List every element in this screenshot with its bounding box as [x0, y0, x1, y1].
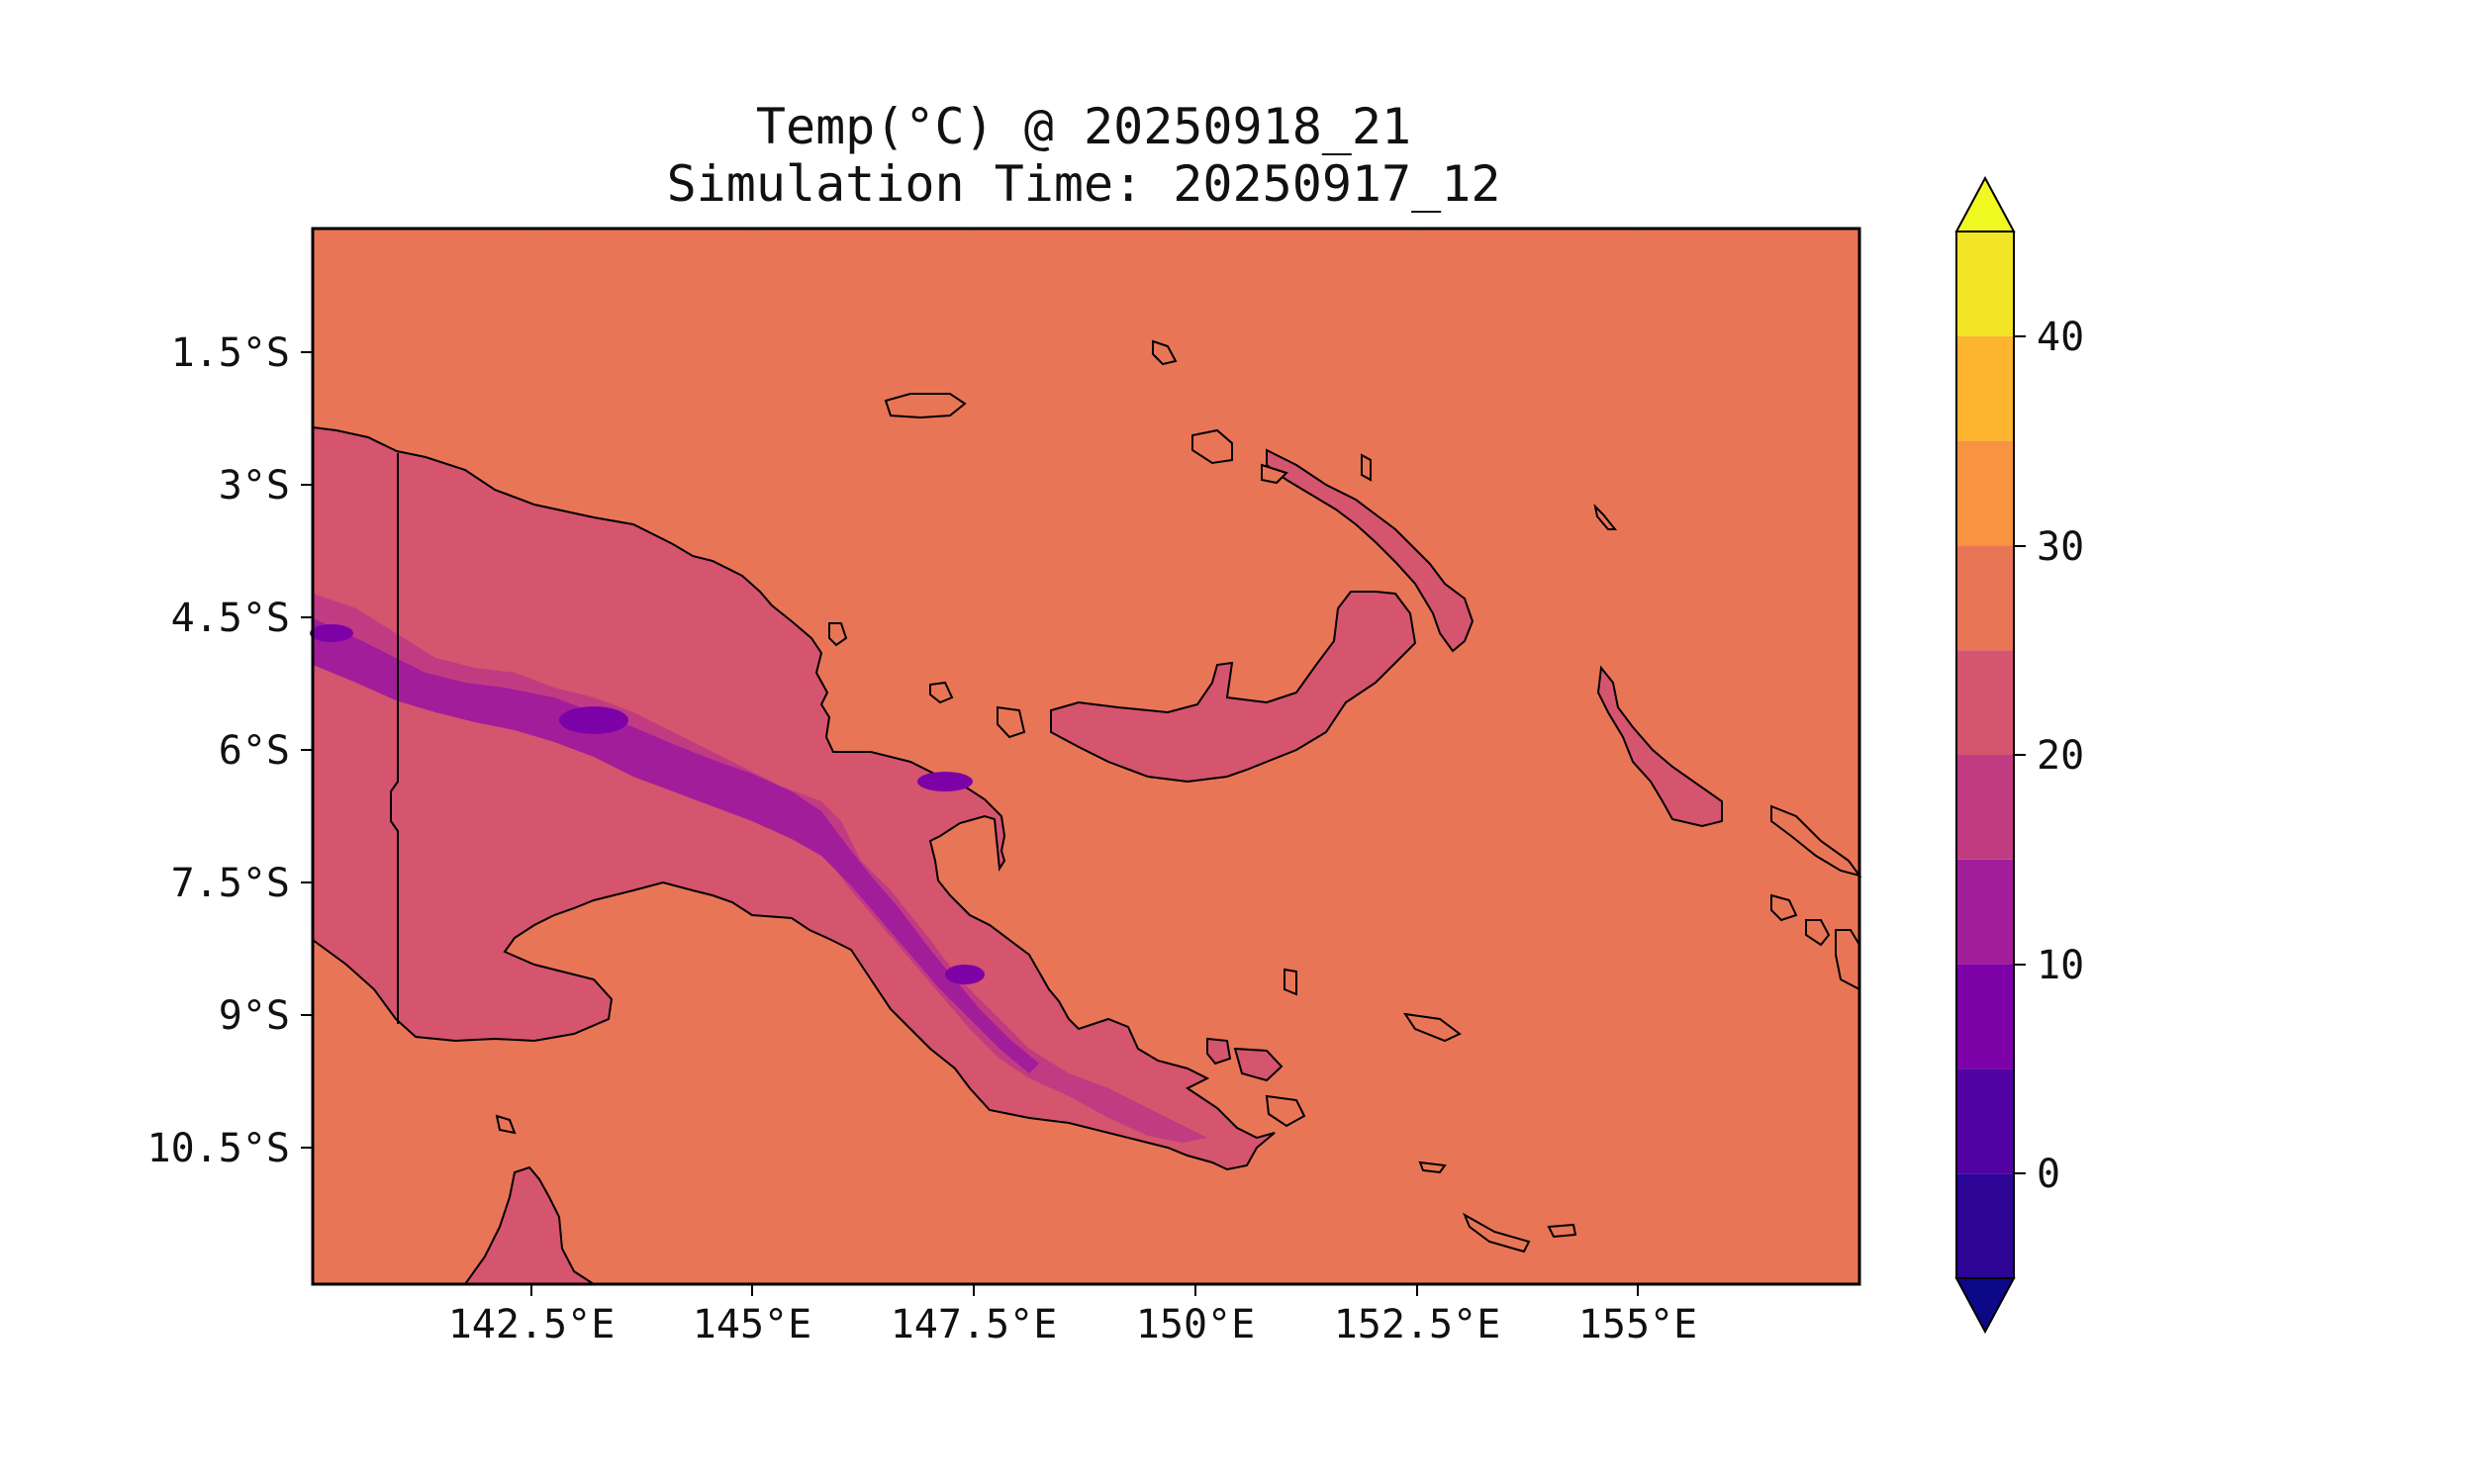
- manus-island: [884, 393, 967, 419]
- colorbar-band: [1956, 755, 2014, 860]
- title-line-1: Temp(°C) @ 20250918_21: [756, 98, 1411, 155]
- new-ireland-island: [1266, 448, 1475, 653]
- colorbar-tick-label: 20: [2037, 733, 2084, 779]
- dentrecasteaux-island-1: [1206, 1037, 1232, 1066]
- lat-tick-label: 7.5°S: [171, 861, 290, 906]
- cape-york-peninsula: [463, 1165, 598, 1285]
- title-line-2: Simulation Time: 20250917_12: [667, 155, 1501, 213]
- lon-tick-label: 145°E: [693, 1302, 811, 1347]
- colorbar-band: [1956, 440, 2014, 546]
- trobriand-island: [1284, 968, 1297, 996]
- long-island: [997, 705, 1026, 739]
- louisiade-island-1: [1418, 1160, 1447, 1174]
- dentrecasteaux-island-2: [1233, 1047, 1284, 1082]
- colorbar-band: [1956, 335, 2014, 441]
- longitude-axis: 142.5°E 145°E 147.5°E 150°E 152.5°E 155°…: [448, 1284, 1697, 1347]
- torres-strait-island: [495, 1114, 517, 1135]
- solomon-island-3: [1805, 919, 1831, 947]
- colorbar-band: [1956, 1068, 2014, 1174]
- colorbar: 0 10 20 30 40: [1954, 175, 2084, 1335]
- colorbar-band: [1956, 859, 2014, 965]
- highland-zone-outer: [313, 594, 1207, 1143]
- colorbar-band: [1956, 964, 2014, 1069]
- lon-tick-label: 150°E: [1136, 1302, 1255, 1347]
- umboi-island: [929, 681, 954, 704]
- colorbar-band: [1956, 1173, 2014, 1278]
- northern-island-2: [1191, 428, 1233, 465]
- solomon-island-2: [1770, 893, 1798, 922]
- karkar-island: [828, 622, 848, 647]
- northern-island-4: [1593, 503, 1618, 530]
- colorbar-band: [1956, 650, 2014, 755]
- dentrecasteaux-island-3: [1265, 1094, 1306, 1128]
- colorbar-over-arrow: [1954, 175, 2016, 232]
- solomon-island-1: [1770, 804, 1862, 878]
- lat-tick-label: 1.5°S: [171, 330, 290, 376]
- colorbar-tick-label: 10: [2037, 943, 2084, 988]
- lon-tick-label: 142.5°E: [448, 1302, 616, 1347]
- northern-island-3: [1361, 453, 1372, 482]
- new-britain-island: [1050, 591, 1417, 784]
- cold-spot-west: [310, 624, 353, 642]
- lon-tick-label: 155°E: [1578, 1302, 1697, 1347]
- colorbar-under-arrow: [1954, 1277, 2016, 1335]
- cold-spot-central: [559, 706, 628, 734]
- louisiade-island-3: [1547, 1223, 1577, 1239]
- lat-tick-label: 9°S: [219, 993, 290, 1039]
- latitude-axis: 1.5°S 3°S 4.5°S 6°S 7.5°S 9°S 10.5°S: [147, 330, 313, 1171]
- bougainville-island: [1596, 665, 1723, 828]
- map-panel: [310, 227, 1862, 1286]
- colorbar-band: [1956, 545, 2014, 651]
- lat-tick-label: 6°S: [219, 728, 290, 774]
- northern-island-1: [1152, 339, 1178, 366]
- louisiade-island-2: [1462, 1212, 1531, 1253]
- colorbar-bands: [1956, 232, 2014, 1278]
- colorbar-tick-label: 0: [2037, 1152, 2060, 1197]
- lat-tick-label: 3°S: [219, 463, 290, 509]
- colorbar-tick-label: 40: [2037, 315, 2084, 360]
- highland-zone-inner: [313, 618, 1039, 1073]
- lon-tick-label: 147.5°E: [891, 1302, 1058, 1347]
- colorbar-band: [1956, 232, 2014, 336]
- cold-spot-south: [945, 965, 985, 984]
- new-hanover-island: [1261, 463, 1288, 485]
- lat-tick-label: 4.5°S: [171, 596, 290, 641]
- lat-tick-label: 10.5°S: [147, 1126, 291, 1171]
- woodlark-island: [1402, 1012, 1462, 1043]
- national-border: [390, 453, 399, 1024]
- colorbar-tick-label: 30: [2037, 524, 2084, 570]
- map-frame: [311, 227, 1861, 1286]
- cold-spot-east: [917, 772, 973, 791]
- lon-tick-label: 152.5°E: [1334, 1302, 1501, 1347]
